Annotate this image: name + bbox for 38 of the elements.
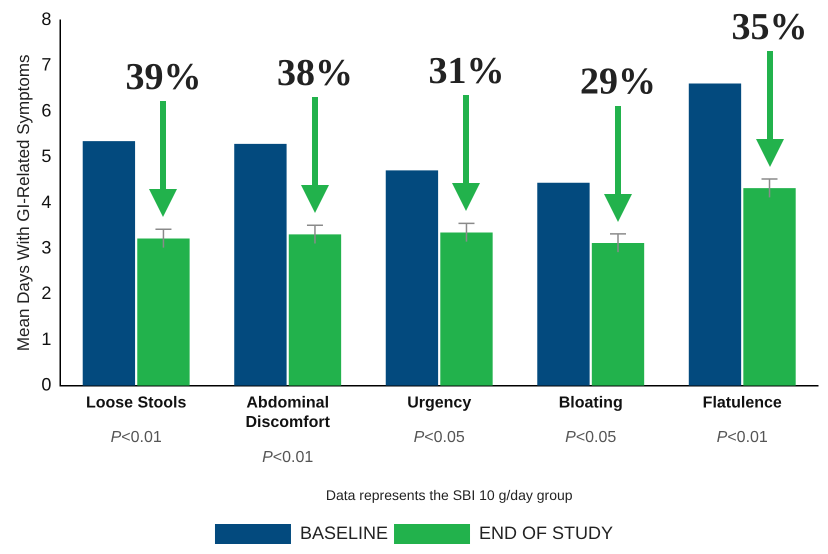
x-tick-label: Flatulence <box>702 394 782 412</box>
text: P<0.01 <box>716 429 768 446</box>
annotation: 31% <box>428 50 504 92</box>
text: P<0.01 <box>110 429 162 446</box>
bar <box>592 243 644 386</box>
y-tick-label: 3 <box>41 237 52 258</box>
bar <box>386 170 438 386</box>
annotation: 35% <box>732 6 808 48</box>
annotation: 38% <box>276 52 353 94</box>
x-tick-label: Loose Stools <box>86 394 186 412</box>
annotation: 29% <box>580 60 656 103</box>
y-tick-label: 8 <box>41 8 52 29</box>
y-axis-title: Mean Days With GI-Related Symptoms <box>14 54 33 352</box>
bar <box>537 182 590 386</box>
legend-label: END OF STUDY <box>479 522 614 543</box>
bar <box>688 84 742 386</box>
bar <box>743 188 796 386</box>
y-tick-label: 2 <box>41 283 52 304</box>
text: P<0.05 <box>565 429 616 446</box>
legend-label: BASELINE <box>300 522 388 543</box>
y-tick-label: 1 <box>41 328 52 349</box>
bar <box>234 144 287 386</box>
annotation: 39% <box>125 56 202 98</box>
x-tick-label: Urgency <box>407 394 472 412</box>
text: Data represents the SBI 10 g/day group <box>326 486 573 503</box>
bar <box>82 141 136 386</box>
y-tick-label: 0 <box>41 374 52 395</box>
x-tick-label: Abdominal Discomfort <box>245 394 331 431</box>
text: P<0.01 <box>262 449 314 466</box>
y-tick-label: 7 <box>41 54 52 75</box>
y-tick-label: 6 <box>41 100 52 120</box>
y-tick-label: 4 <box>41 192 52 212</box>
y-tick-label: 5 <box>41 146 52 166</box>
bar <box>288 234 342 386</box>
x-tick-label: Bloating <box>558 394 623 412</box>
text: P<0.05 <box>414 429 465 446</box>
bar <box>137 238 190 386</box>
bar <box>440 232 493 386</box>
